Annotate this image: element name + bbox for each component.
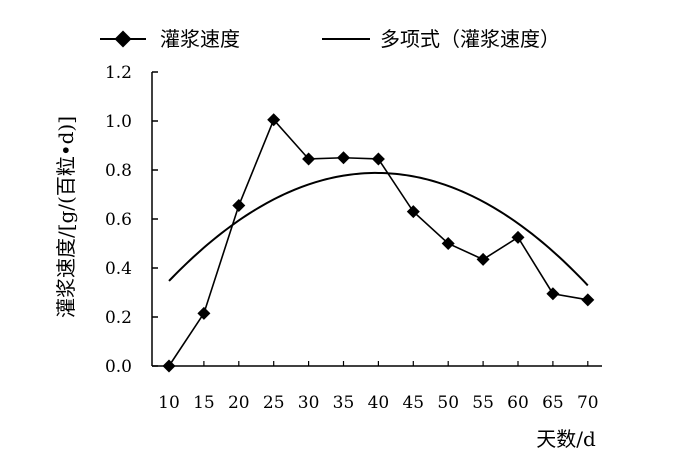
data-point-11 (546, 287, 560, 301)
data-point-0 (162, 359, 176, 373)
data-point-4 (302, 152, 316, 166)
y-axis-label: 灌浆速度/[g/(百粒•d)] (54, 116, 78, 318)
axes: 0.0 0.2 0.4 0.6 0.8 1.0 1.2 10 15 20 25 30 35 40 45 50… (105, 63, 602, 413)
x-axis-label: 天数/d (536, 427, 596, 451)
data-point-2 (232, 199, 246, 213)
y-tick-label-1: 0.2 (105, 308, 132, 328)
data-point-12 (581, 293, 595, 307)
x-tick-label-0: 10 (158, 393, 180, 413)
legend-label-series-2: 多项式（灌浆速度） (380, 27, 560, 51)
x-tick-label-11: 65 (542, 393, 564, 413)
x-tick-label-8: 50 (437, 393, 459, 413)
y-tick-label-2: 0.4 (105, 259, 132, 279)
x-tick-label-6: 40 (368, 393, 390, 413)
x-tick-label-7: 45 (402, 393, 424, 413)
data-point-1 (197, 306, 211, 320)
y-tick-label-6: 1.2 (105, 63, 132, 83)
legend-label-series-1: 灌浆速度 (160, 27, 240, 51)
y-tick-label-0: 0.0 (105, 357, 132, 377)
x-tick-label-5: 35 (333, 393, 355, 413)
x-tick-label-2: 20 (228, 393, 250, 413)
series-grain-filling-rate (162, 113, 595, 373)
x-tick-label-3: 25 (263, 393, 285, 413)
y-tick-label-4: 0.8 (105, 161, 132, 181)
data-point-7 (406, 205, 420, 219)
legend: 灌浆速度 多项式（灌浆速度） (100, 27, 560, 51)
y-tick-label-3: 0.6 (105, 210, 132, 230)
data-point-10 (511, 230, 525, 244)
y-tick-label-5: 1.0 (105, 112, 132, 132)
data-point-3 (267, 113, 281, 127)
data-point-9 (476, 252, 490, 266)
x-ticks: 10 15 20 25 30 35 40 45 50 55 60 65 70 (158, 361, 599, 413)
fit-curve (168, 171, 589, 287)
series-fit-polynomial (168, 171, 589, 287)
x-tick-label-4: 30 (298, 393, 320, 413)
x-tick-label-10: 60 (507, 393, 529, 413)
x-tick-label-12: 70 (577, 393, 599, 413)
x-tick-label-9: 55 (472, 393, 494, 413)
y-ticks: 0.0 0.2 0.4 0.6 0.8 1.0 1.2 (105, 63, 158, 377)
legend-marker-series-1 (114, 30, 132, 48)
data-point-5 (337, 151, 350, 165)
data-point-8 (441, 237, 455, 250)
data-point-6 (371, 152, 385, 166)
x-tick-label-1: 15 (193, 393, 215, 413)
